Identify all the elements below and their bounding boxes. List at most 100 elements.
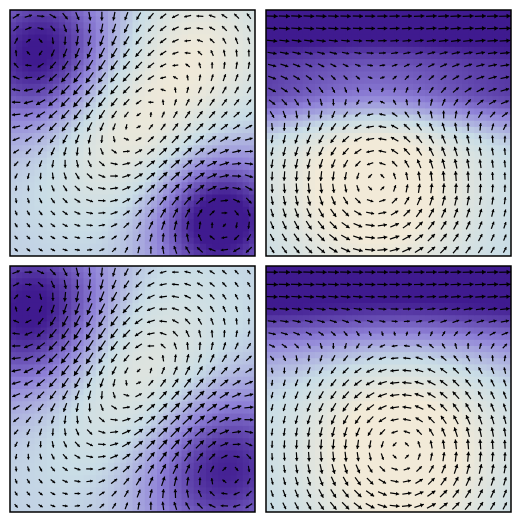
heatmap-cell: [132, 176, 140, 183]
heatmap-cell: [462, 71, 469, 79]
heatmap-cell: [65, 108, 72, 116]
heatmap-cell: [169, 53, 177, 60]
heatmap-cell: [296, 108, 304, 116]
heatmap-cell: [504, 243, 511, 251]
heatmap-cell: [10, 456, 17, 464]
heatmap-cell: [357, 16, 365, 23]
heatmap-cell: [144, 151, 152, 159]
heatmap-cell: [230, 212, 238, 220]
heatmap-cell: [83, 176, 91, 183]
heatmap-cell: [187, 71, 195, 79]
quiver-arrow-head: [136, 113, 140, 116]
heatmap-cell: [382, 77, 390, 85]
heatmap-cell: [308, 157, 316, 165]
heatmap-cell: [224, 53, 232, 60]
heatmap-cell: [449, 16, 457, 23]
heatmap-cell: [65, 83, 72, 91]
heatmap-cell: [474, 145, 482, 153]
heatmap-cell: [394, 89, 402, 97]
heatmap-cell: [40, 182, 48, 190]
quiver-arrow-head: [371, 247, 376, 253]
heatmap-cell: [46, 40, 54, 48]
heatmap-cell: [437, 102, 445, 110]
heatmap-cell: [376, 71, 384, 79]
heatmap-cell: [224, 133, 232, 140]
heatmap-cell: [302, 34, 310, 42]
heatmap-cell: [388, 65, 396, 73]
heatmap-cell: [431, 212, 439, 220]
heatmap-cell: [296, 237, 304, 245]
heatmap-cell: [400, 10, 408, 17]
heatmap-cell: [339, 157, 347, 165]
quiver-arrow-head: [224, 124, 228, 128]
heatmap-cell: [425, 169, 433, 177]
heatmap-cell: [52, 212, 60, 220]
heatmap-cell: [315, 89, 322, 97]
heatmap-cell: [284, 83, 292, 91]
heatmap-cell: [236, 139, 244, 146]
heatmap-cell: [236, 34, 244, 42]
heatmap-cell: [126, 212, 134, 220]
heatmap-cell: [248, 206, 255, 214]
heatmap-cell: [406, 28, 414, 36]
heatmap-cell: [16, 450, 23, 458]
quiver-arrow-head: [330, 151, 335, 156]
heatmap-cell: [236, 114, 244, 122]
heatmap-cell: [144, 145, 152, 153]
heatmap-cell: [16, 432, 23, 439]
heatmap-cell: [425, 188, 433, 196]
heatmap-cell: [406, 139, 414, 146]
quiver-arrow-head: [160, 27, 164, 31]
heatmap-cell: [34, 16, 42, 23]
heatmap-cell: [357, 157, 365, 165]
heatmap-cell: [315, 34, 322, 42]
heatmap-cell: [406, 212, 414, 220]
heatmap-cell: [486, 151, 494, 159]
heatmap-cell: [138, 40, 146, 48]
quiver-arrow-head: [38, 52, 42, 56]
heatmap-cell: [10, 481, 17, 489]
heatmap-cell: [157, 163, 164, 171]
heatmap-cell: [498, 46, 506, 54]
heatmap-cell: [437, 16, 445, 23]
heatmap-cell: [449, 139, 457, 146]
heatmap-cell: [199, 34, 207, 42]
quiver-arrow-head: [135, 101, 139, 105]
heatmap-cell: [296, 145, 304, 153]
heatmap-cell: [34, 278, 42, 286]
heatmap-cell: [34, 83, 42, 91]
heatmap-cell: [65, 77, 72, 85]
heatmap-cell: [212, 225, 219, 233]
heatmap-cell: [504, 249, 511, 256]
heatmap-cell: [236, 145, 244, 153]
quiver-arrow-head: [210, 222, 214, 225]
quiver-arrow-head: [354, 138, 358, 142]
heatmap-cell: [193, 157, 201, 165]
heatmap-cell: [22, 163, 30, 171]
heatmap-cell: [333, 34, 341, 42]
heatmap-cell: [199, 139, 207, 146]
heatmap-cell: [370, 176, 377, 183]
heatmap-cell: [394, 16, 402, 23]
heatmap-cell: [77, 169, 85, 177]
quiver-arrow-head: [370, 63, 373, 67]
heatmap-cell: [413, 89, 420, 97]
quiver-arrow-head: [331, 177, 336, 181]
heatmap-cell: [284, 133, 292, 140]
heatmap-cell: [315, 120, 322, 128]
heatmap-cell: [157, 219, 164, 226]
heatmap-cell: [138, 151, 146, 159]
heatmap-cell: [89, 83, 97, 91]
heatmap-cell: [126, 157, 134, 165]
heatmap-cell: [187, 114, 195, 122]
heatmap-cell: [71, 120, 79, 128]
heatmap-cell: [150, 77, 158, 85]
heatmap-cell: [199, 71, 207, 79]
heatmap-cell: [230, 102, 238, 110]
heatmap-cell: [376, 243, 384, 251]
heatmap-cell: [443, 83, 451, 91]
quiver-arrow-head: [503, 184, 507, 188]
heatmap-cell: [114, 102, 121, 110]
quiver-arrow-head: [150, 124, 153, 128]
quiver-arrow-head: [294, 201, 299, 206]
